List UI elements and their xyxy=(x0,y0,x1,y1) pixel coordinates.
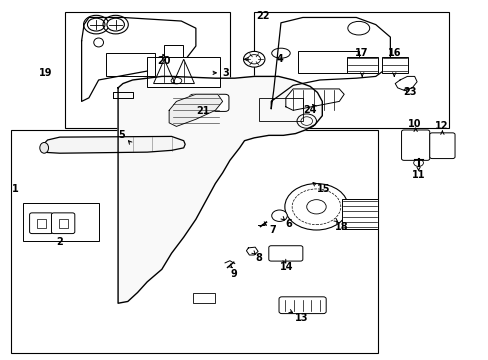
FancyBboxPatch shape xyxy=(401,130,429,160)
Polygon shape xyxy=(394,76,416,91)
Text: 1: 1 xyxy=(12,184,19,194)
Text: 3: 3 xyxy=(222,68,229,78)
Bar xyxy=(254,12,448,128)
Text: 9: 9 xyxy=(230,269,237,279)
Ellipse shape xyxy=(40,143,48,153)
Text: 11: 11 xyxy=(411,170,425,180)
Bar xyxy=(59,219,67,228)
Circle shape xyxy=(107,18,124,31)
Bar xyxy=(259,98,302,121)
Text: 4: 4 xyxy=(276,54,282,64)
Bar xyxy=(164,45,183,57)
Text: 15: 15 xyxy=(316,184,330,194)
Text: 5: 5 xyxy=(119,130,125,140)
Bar xyxy=(11,130,377,353)
FancyBboxPatch shape xyxy=(429,133,454,158)
Polygon shape xyxy=(246,247,258,255)
Text: 10: 10 xyxy=(407,118,421,129)
Polygon shape xyxy=(118,76,322,303)
Bar xyxy=(147,57,220,87)
Bar xyxy=(346,57,377,73)
Bar xyxy=(193,293,215,303)
Text: 12: 12 xyxy=(434,121,447,131)
Text: 20: 20 xyxy=(157,57,171,66)
FancyBboxPatch shape xyxy=(51,213,75,234)
Text: 16: 16 xyxy=(386,48,400,58)
Text: 13: 13 xyxy=(295,313,308,323)
Text: 24: 24 xyxy=(303,105,316,114)
Polygon shape xyxy=(169,94,222,126)
Bar xyxy=(37,219,45,228)
Polygon shape xyxy=(285,89,344,111)
Text: 2: 2 xyxy=(56,237,63,247)
Circle shape xyxy=(243,51,264,67)
Text: 19: 19 xyxy=(39,68,52,78)
Bar xyxy=(381,57,407,73)
Text: 8: 8 xyxy=(255,252,262,262)
Bar xyxy=(297,51,358,73)
Bar xyxy=(23,203,99,241)
Text: 21: 21 xyxy=(196,106,209,116)
Bar xyxy=(64,12,229,128)
Bar xyxy=(341,199,377,229)
Text: 7: 7 xyxy=(269,225,276,235)
Text: 22: 22 xyxy=(256,11,269,21)
FancyBboxPatch shape xyxy=(189,94,228,111)
FancyBboxPatch shape xyxy=(279,297,325,314)
Text: 23: 23 xyxy=(402,87,416,98)
Bar xyxy=(106,53,154,76)
Circle shape xyxy=(87,18,105,31)
Circle shape xyxy=(271,210,287,221)
Text: 14: 14 xyxy=(279,262,292,272)
Text: 6: 6 xyxy=(285,219,292,229)
Text: 18: 18 xyxy=(334,222,348,232)
Text: 17: 17 xyxy=(355,48,368,58)
Polygon shape xyxy=(42,136,185,153)
FancyBboxPatch shape xyxy=(268,246,302,261)
FancyBboxPatch shape xyxy=(30,213,53,234)
